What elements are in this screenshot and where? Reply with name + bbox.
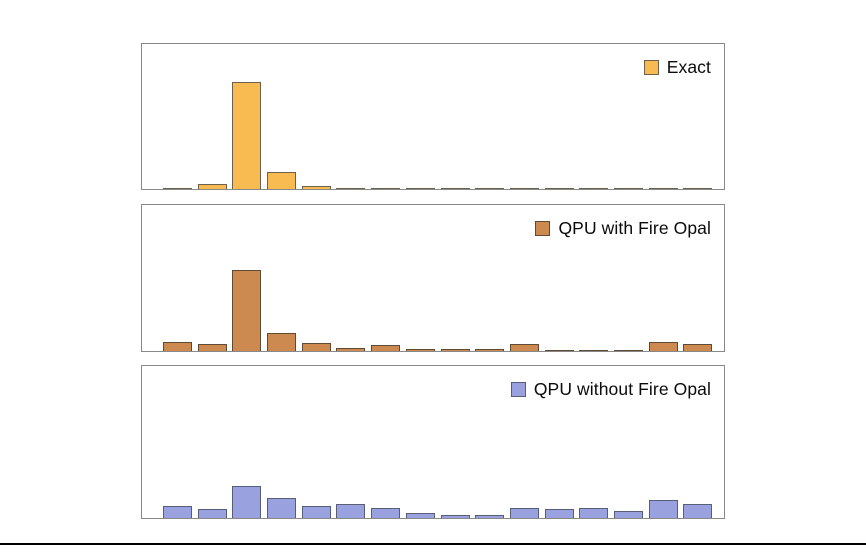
legend-qpu-without-fire-opal: QPU without Fire Opal <box>510 379 711 400</box>
qpu-with-fire-opal-swatch-icon <box>535 221 551 236</box>
bar <box>648 500 678 518</box>
bar <box>197 184 227 189</box>
bar <box>475 515 505 518</box>
bar <box>336 504 366 518</box>
legend-label: QPU without Fire Opal <box>533 379 711 399</box>
bar <box>509 344 539 351</box>
bar <box>613 350 643 351</box>
bar <box>683 504 713 518</box>
legend-label: Exact <box>666 57 711 77</box>
legend-qpu-with-fire-opal: QPU with Fire Opal <box>535 218 711 239</box>
bar <box>197 344 227 351</box>
bar <box>232 270 262 351</box>
bar <box>267 333 297 351</box>
panel-exact: Exact <box>141 43 725 190</box>
bar <box>301 343 331 351</box>
panel-qpu-with-fire-opal: QPU with Fire Opal <box>141 204 725 352</box>
bar <box>579 350 609 351</box>
bar <box>475 349 505 351</box>
bar <box>232 82 262 189</box>
bar-series-exact <box>142 82 724 189</box>
bar <box>544 509 574 518</box>
bar <box>440 515 470 518</box>
bar <box>267 498 297 518</box>
exact-swatch-icon <box>643 60 659 75</box>
bar <box>544 188 574 189</box>
bar <box>371 345 401 351</box>
bar <box>197 509 227 518</box>
panel-qpu-without-fire-opal: QPU without Fire Opal <box>141 365 725 519</box>
bar-series-qpu-without-fire-opal <box>142 486 724 518</box>
bar <box>579 188 609 189</box>
bottom-border-rule <box>0 543 866 545</box>
bar <box>267 172 297 189</box>
bar <box>163 188 192 189</box>
bar <box>405 513 435 518</box>
bar <box>613 511 643 518</box>
bar <box>163 342 192 351</box>
bar <box>336 188 366 189</box>
bar <box>440 188 470 189</box>
bar <box>579 508 609 518</box>
bar <box>613 188 643 189</box>
bar <box>648 188 678 189</box>
bar <box>301 186 331 189</box>
bar <box>405 349 435 351</box>
bar <box>301 506 331 518</box>
bar <box>232 486 262 518</box>
bar <box>683 344 713 351</box>
legend-exact: Exact <box>643 57 711 78</box>
bar <box>683 188 713 189</box>
bar <box>405 188 435 189</box>
qpu-without-fire-opal-swatch-icon <box>510 382 526 397</box>
bar <box>163 506 192 518</box>
bar <box>509 508 539 518</box>
bar-series-qpu-with-fire-opal <box>142 270 724 351</box>
bar <box>440 349 470 351</box>
bar <box>509 188 539 189</box>
legend-label: QPU with Fire Opal <box>558 218 711 238</box>
bar <box>371 188 401 189</box>
bar <box>475 188 505 189</box>
bar <box>544 350 574 351</box>
bar <box>648 342 678 351</box>
bar <box>371 508 401 518</box>
bar <box>336 348 366 351</box>
